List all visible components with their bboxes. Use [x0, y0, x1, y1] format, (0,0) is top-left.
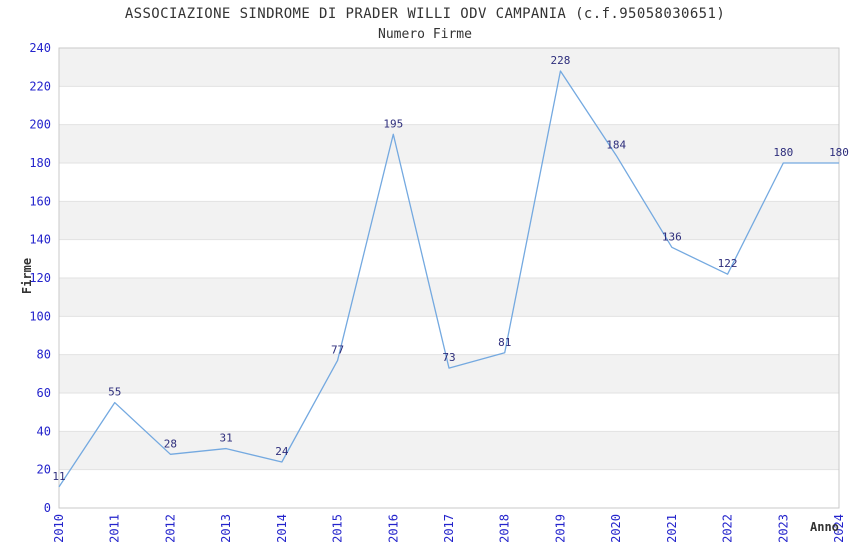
x-tick-label: 2024 — [832, 514, 846, 543]
y-tick-label: 100 — [29, 309, 51, 323]
grid-band — [59, 278, 839, 317]
data-point-label: 73 — [442, 351, 455, 364]
y-tick-label: 240 — [29, 41, 51, 55]
y-tick-label: 40 — [37, 424, 51, 438]
plot-border — [58, 47, 840, 509]
x-tick-label: 2011 — [108, 514, 122, 543]
x-tick-label: 2014 — [275, 514, 289, 543]
y-tick-label: 0 — [44, 501, 51, 515]
x-axis-title: Anno — [810, 520, 839, 534]
x-tick-label: 2012 — [163, 514, 177, 543]
data-point-label: 81 — [498, 336, 511, 349]
data-line — [58, 70, 839, 488]
y-axis-title: Firme — [20, 257, 34, 295]
chart-subtitle: Numero Firme — [378, 27, 472, 42]
chart-title: ASSOCIAZIONE SINDROME DI PRADER WILLI OD… — [124, 6, 726, 22]
x-tick-label: 2017 — [442, 514, 456, 543]
data-point-label: 77 — [331, 343, 344, 356]
y-tick-label: 80 — [37, 348, 51, 362]
data-point-label: 184 — [606, 138, 626, 151]
grid-band — [59, 48, 839, 87]
data-point-label: 11 — [52, 470, 65, 483]
grid-band — [59, 201, 839, 240]
x-tick-label: 2023 — [776, 514, 790, 543]
data-point-label: 28 — [164, 437, 177, 450]
x-tick-label: 2020 — [609, 514, 623, 543]
y-tick-label: 120 — [29, 271, 51, 285]
x-tick-label: 2022 — [721, 514, 735, 543]
x-tick-label: 2018 — [498, 514, 512, 543]
y-tick-label: 140 — [29, 233, 51, 247]
data-point-label: 228 — [550, 54, 570, 67]
data-point-label: 31 — [220, 432, 233, 445]
y-tick-label: 60 — [37, 386, 51, 400]
grid-band — [59, 124, 839, 163]
data-point-label: 180 — [829, 146, 849, 159]
y-tick-label: 160 — [29, 194, 51, 208]
data-point-label: 195 — [383, 117, 403, 130]
y-tick-label: 20 — [37, 463, 51, 477]
data-point-label: 122 — [718, 257, 738, 270]
data-point-label: 24 — [275, 445, 289, 458]
x-tick-label: 2015 — [331, 514, 345, 543]
x-tick-label: 2021 — [665, 514, 679, 543]
data-point-label: 180 — [773, 146, 793, 159]
grid-band — [59, 431, 839, 470]
data-point-label: 136 — [662, 230, 682, 243]
y-tick-label: 180 — [29, 156, 51, 170]
y-tick-label: 200 — [29, 118, 51, 132]
x-tick-label: 2010 — [52, 514, 66, 543]
x-tick-label: 2013 — [219, 514, 233, 543]
x-tick-label: 2019 — [553, 514, 567, 543]
y-tick-label: 220 — [29, 79, 51, 93]
data-point-label: 55 — [108, 386, 121, 399]
x-tick-label: 2016 — [386, 514, 400, 543]
grid-band — [59, 354, 839, 393]
